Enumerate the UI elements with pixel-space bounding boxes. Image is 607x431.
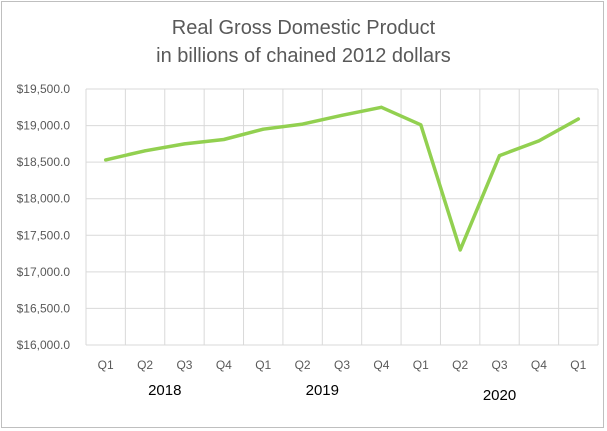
x-tick-label: Q1: [413, 358, 429, 372]
data-point: [301, 122, 305, 126]
x-tick-label: Q3: [492, 358, 508, 372]
x-tick-label: Q2: [452, 358, 468, 372]
year-label: 2020: [483, 387, 516, 404]
y-tick-label: $19,500.0: [17, 82, 71, 96]
x-tick-label: Q1: [255, 358, 271, 372]
x-tick-label: Q2: [137, 358, 153, 372]
y-tick-label: $18,500.0: [17, 155, 71, 169]
x-tick-label: Q1: [570, 358, 586, 372]
x-tick-label: Q3: [176, 358, 192, 372]
x-tick-label: Q4: [216, 358, 232, 372]
data-point: [261, 127, 265, 131]
y-tick-label: $16,000.0: [17, 338, 71, 352]
y-axis-tick-labels: $16,000.0 $16,500.0 $17,000.0 $17,500.0 $18,…: [17, 82, 71, 352]
x-tick-label: Q1: [98, 358, 114, 372]
data-point: [143, 149, 147, 153]
y-tick-label: $19,000.0: [17, 119, 71, 133]
x-tick-label: Q4: [373, 358, 389, 372]
gridlines: [85, 88, 599, 346]
x-tick-label: Q4: [531, 358, 547, 372]
year-group-labels: 2018 2019 2020: [148, 382, 516, 404]
year-label: 2019: [306, 382, 339, 399]
chart-title-line-1: Real Gross Domestic Product: [171, 17, 436, 39]
data-point: [104, 158, 108, 162]
series-layer: [103, 105, 581, 252]
x-axis-tick-labels: Q1 Q2 Q3 Q4 Q1 Q2 Q3 Q4 Q1 Q2 Q3 Q4 Q1: [98, 358, 587, 372]
data-point: [458, 248, 462, 252]
y-tick-label: $17,000.0: [17, 265, 71, 279]
chart-title-line-2: in billions of chained 2012 dollars: [156, 45, 451, 67]
data-point: [498, 154, 502, 158]
y-tick-label: $18,000.0: [17, 192, 71, 206]
year-label: 2018: [148, 382, 181, 399]
chart-title: Real Gross Domestic Product in billions …: [0, 14, 607, 70]
data-point: [222, 137, 226, 141]
y-tick-label: $17,500.0: [17, 228, 71, 242]
data-point: [379, 105, 383, 109]
data-point: [182, 142, 186, 146]
gdp-series-line: [103, 105, 581, 252]
data-point: [340, 113, 344, 117]
data-point: [576, 117, 580, 121]
x-tick-label: Q3: [334, 358, 350, 372]
x-tick-label: Q2: [295, 358, 311, 372]
data-point: [537, 139, 541, 143]
y-tick-label: $16,500.0: [17, 301, 71, 315]
data-point: [419, 123, 423, 127]
